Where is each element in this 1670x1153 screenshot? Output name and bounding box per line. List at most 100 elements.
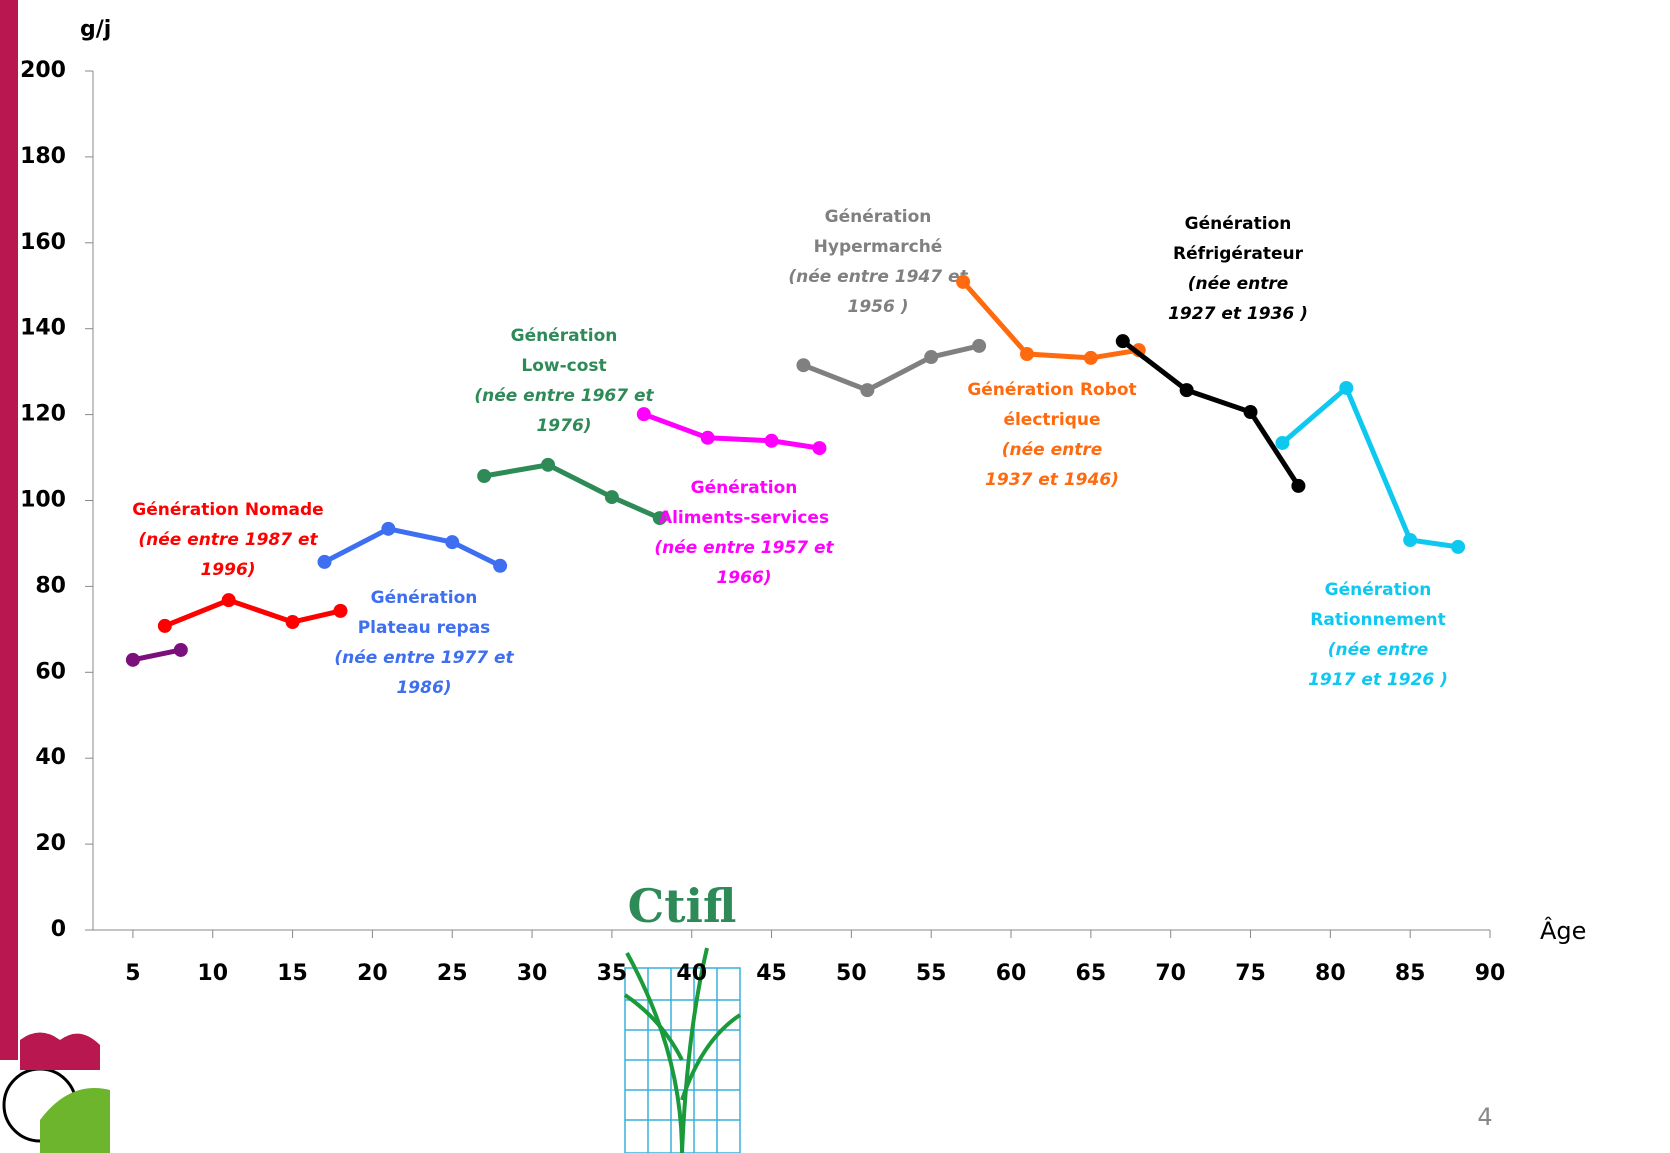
x-tick-label: 30 (517, 961, 548, 986)
annotation-note: (née entre 1977 et (334, 648, 514, 668)
y-tick-label: 40 (35, 745, 66, 770)
annotation-note: (née entre 1967 et (474, 386, 654, 406)
y-tick-label: 160 (20, 230, 66, 255)
annotation-note: 1966) (716, 568, 771, 588)
series-line (323, 526, 502, 569)
data-point (604, 490, 619, 505)
annotation-title: électrique (1003, 410, 1100, 430)
annotation-title: Hypermarché (814, 237, 943, 257)
data-point (445, 535, 460, 550)
y-tick-label: 60 (35, 659, 66, 684)
annotation-title: Réfrigérateur (1173, 244, 1304, 264)
decor-icon (2, 1032, 110, 1153)
annotation-note: (née entre (1188, 274, 1289, 294)
annotation-note: (née entre 1957 et (654, 538, 834, 558)
data-point (541, 457, 556, 472)
series-line (483, 462, 661, 521)
series-line (163, 597, 342, 629)
logo: Ctifl (623, 879, 742, 1153)
data-point (652, 511, 667, 526)
x-tick-label: 80 (1315, 961, 1346, 986)
y-tick-label: 0 (51, 917, 66, 942)
data-point (1115, 334, 1130, 349)
x-tick-label: 40 (676, 961, 707, 986)
y-tick-label: 20 (35, 831, 66, 856)
data-point (764, 433, 779, 448)
data-point (157, 618, 172, 633)
data-point (1291, 478, 1306, 493)
annotation-note: 1917 et 1926 ) (1308, 670, 1448, 690)
series-line (642, 411, 820, 451)
annotation-title: Aliments-services (659, 508, 829, 528)
data-point (1451, 539, 1466, 554)
data-point (636, 407, 651, 422)
annotation-note: 1927 et 1936 ) (1168, 304, 1308, 324)
annotation-title: Génération (825, 207, 932, 227)
x-tick-label: 60 (996, 961, 1027, 986)
x-tick-label: 35 (597, 961, 628, 986)
data-point (860, 383, 875, 398)
annotation-note: 1996) (200, 560, 255, 580)
data-point (1083, 350, 1098, 365)
annotation-title: Génération (371, 588, 478, 608)
x-tick-label: 20 (357, 961, 388, 986)
annotation-title: Génération (1185, 214, 1292, 234)
side-bar (0, 0, 18, 1060)
annotation-note: (née entre 1987 et (138, 530, 318, 550)
data-point (125, 652, 140, 667)
y-axis-label: g/j (80, 17, 111, 42)
data-point (1019, 347, 1034, 362)
x-tick-label: 5 (125, 961, 140, 986)
x-tick-label: 45 (756, 961, 787, 986)
data-point (1243, 405, 1258, 420)
series-line (1121, 339, 1301, 488)
annotation-note: (née entre 1947 et (788, 267, 968, 287)
data-point (493, 558, 508, 573)
page-number: 4 (1477, 1103, 1492, 1131)
series-line (1280, 383, 1459, 550)
data-point (1339, 380, 1354, 395)
data-point (1179, 383, 1194, 398)
data-point (333, 603, 348, 618)
x-tick-label: 90 (1475, 961, 1506, 986)
annotation-title: Génération Robot (967, 380, 1136, 400)
data-point (924, 350, 939, 365)
data-point (477, 469, 492, 484)
x-tick-label: 65 (1076, 961, 1107, 986)
annotation-note: 1937 et 1946) (985, 470, 1119, 490)
annotation-note: (née entre (1328, 640, 1429, 660)
annotation-title: Low-cost (521, 356, 606, 376)
data-point (700, 430, 715, 445)
annotation-note: 1976) (536, 416, 591, 436)
logo-text: Ctifl (628, 879, 737, 933)
x-tick-label: 75 (1235, 961, 1266, 986)
data-point (796, 358, 811, 373)
x-tick-label: 25 (437, 961, 468, 986)
plot: 0 20 40 60 80 100 120 140 160 180 200 5 10 15 20 25 30 35… (20, 58, 1505, 986)
x-tick-label: 10 (197, 961, 228, 986)
series-line (802, 343, 980, 393)
data-point (956, 274, 971, 289)
data-point (812, 441, 827, 456)
series-line (132, 647, 182, 663)
x-axis-label: Âge (1540, 916, 1586, 945)
y-tick-label: 120 (20, 402, 66, 427)
annotation-note: (née entre (1002, 440, 1103, 460)
annotation-title: Génération Nomade (132, 500, 323, 520)
data-point (285, 615, 300, 630)
data-point (173, 642, 188, 657)
x-tick-label: 55 (916, 961, 947, 986)
data-point (381, 521, 396, 536)
data-point (972, 338, 987, 353)
annotation-note: 1986) (396, 678, 451, 698)
data-point (1403, 533, 1418, 548)
annotation-title: Génération (511, 326, 618, 346)
data-point (317, 554, 332, 569)
annotation-title: Plateau repas (358, 618, 491, 638)
x-tick-label: 15 (277, 961, 308, 986)
y-tick-label: 200 (20, 58, 66, 83)
data-point (1275, 435, 1290, 450)
data-point (221, 593, 236, 608)
